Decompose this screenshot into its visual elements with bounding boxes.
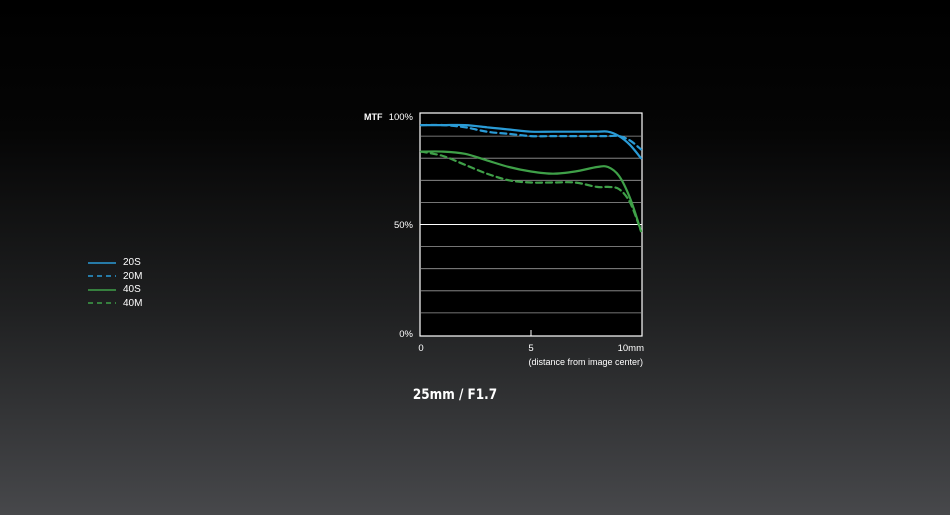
legend-item-40s: 40S — [88, 283, 142, 297]
y-tick-label-100: 100% — [389, 112, 414, 123]
legend-label: 40S — [123, 284, 141, 296]
x-tick-label-5: 5 — [528, 343, 533, 354]
legend-label: 40M — [123, 297, 143, 309]
series-layer — [419, 123, 643, 233]
legend-label: 20S — [123, 257, 141, 269]
legend-item-20s: 20S — [88, 256, 142, 270]
y-tick-label-0: 0% — [399, 329, 413, 340]
series-line-40m — [419, 150, 643, 233]
legend-swatch-solid-blue — [88, 261, 116, 264]
legend-swatch-dashed-green — [88, 302, 116, 305]
series-line-20s — [419, 123, 643, 160]
legend: 20S 20M 40S 40M — [88, 256, 142, 310]
x-axis-label: (distance from image center) — [528, 357, 643, 367]
legend-item-20m: 20M — [88, 270, 142, 284]
y-axis-label: MTF — [364, 112, 383, 122]
y-tick-label-50: 50% — [394, 220, 414, 231]
series-line-20m — [419, 123, 643, 151]
legend-label: 20M — [123, 270, 143, 282]
legend-item-40m: 40M — [88, 297, 142, 311]
legend-swatch-dashed-blue — [88, 275, 116, 278]
chart-caption: 25mm / F1.7 — [412, 387, 498, 403]
x-tick-label-10: 10mm — [618, 343, 644, 354]
x-tick-label-0: 0 — [418, 343, 423, 354]
series-line-40s — [419, 150, 643, 233]
legend-swatch-solid-green — [88, 288, 116, 291]
